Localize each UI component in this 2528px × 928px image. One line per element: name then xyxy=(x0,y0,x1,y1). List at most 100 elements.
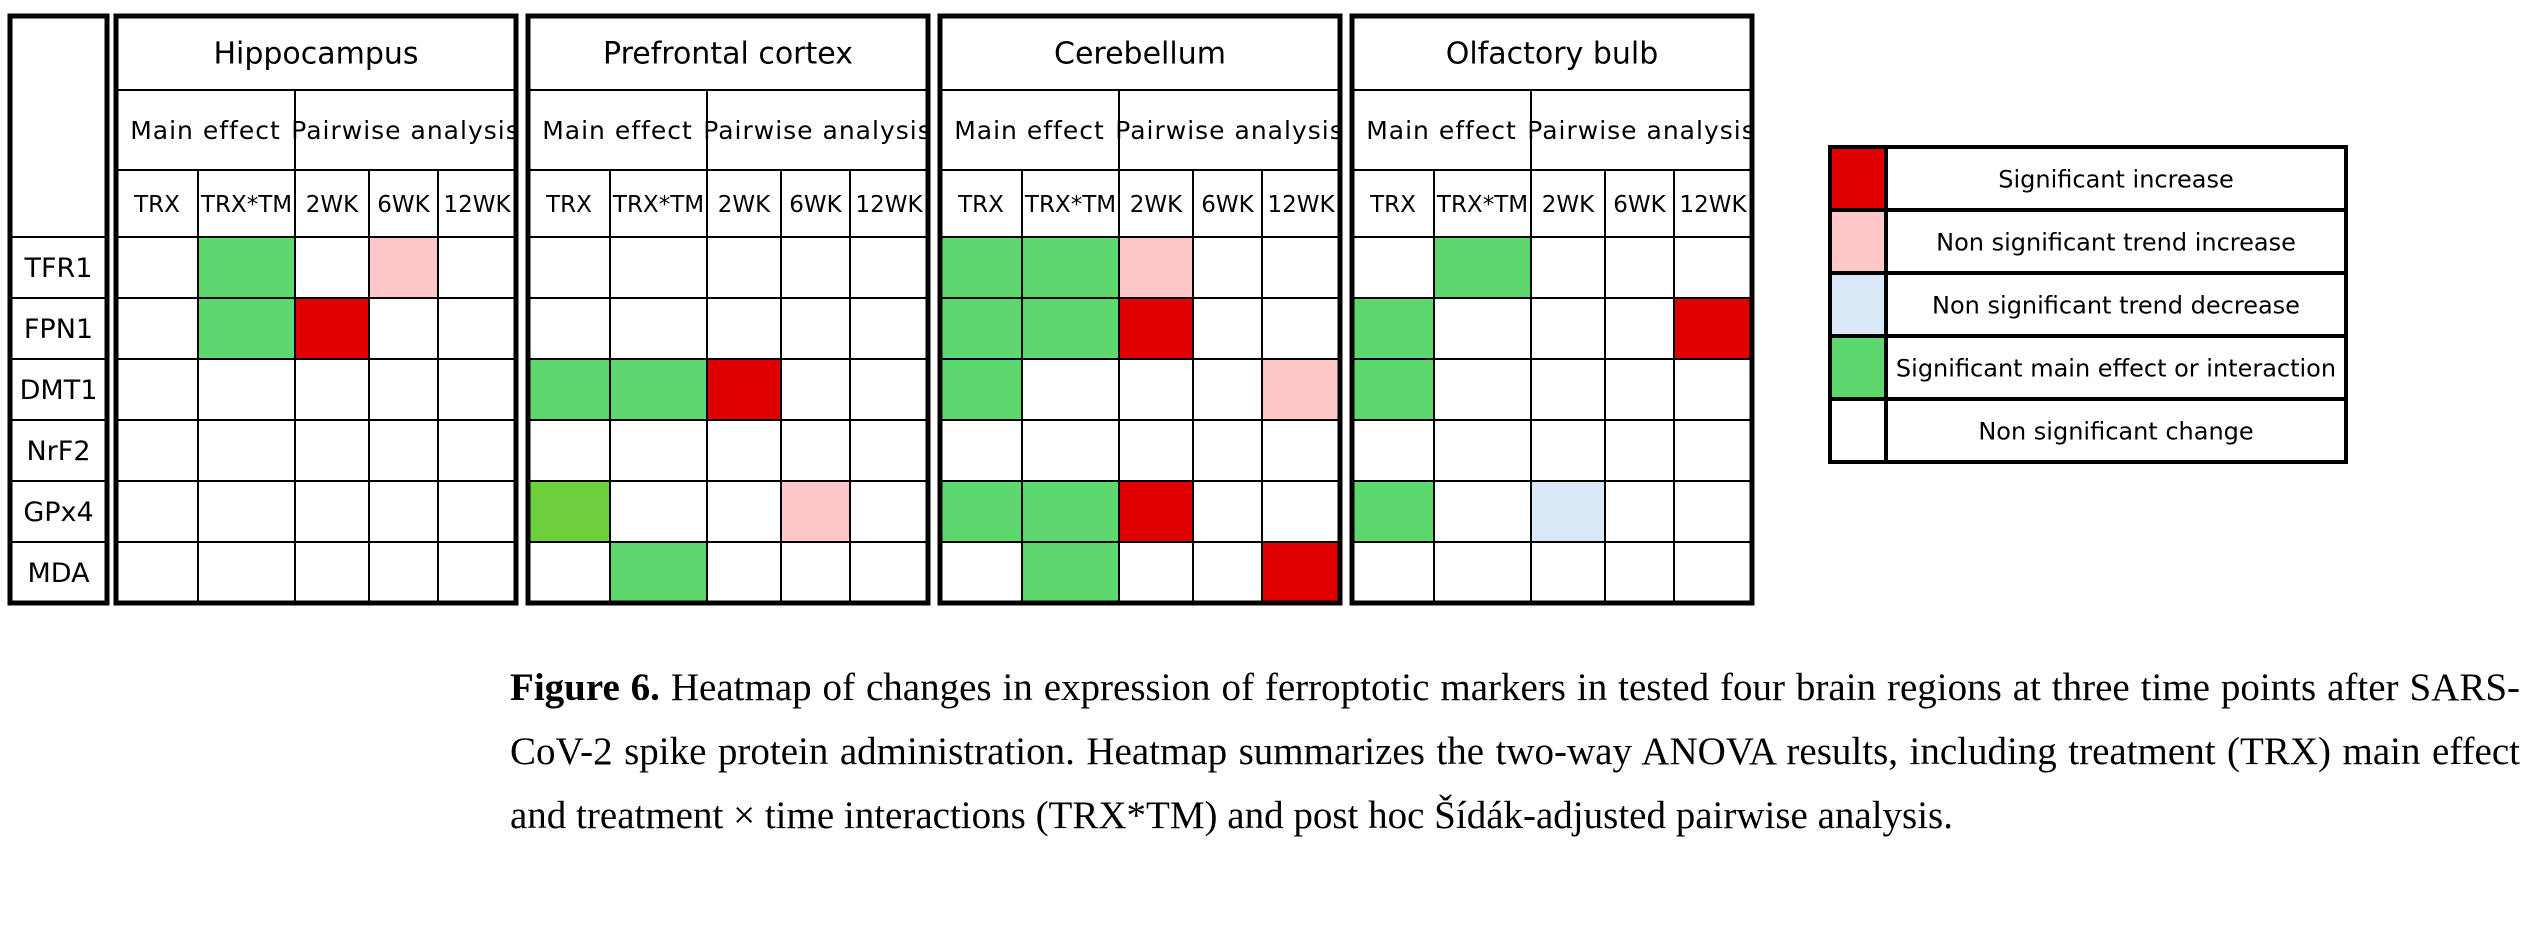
heatmap-cell xyxy=(294,419,370,482)
heatmap-cell xyxy=(368,419,439,482)
legend-swatch xyxy=(1828,208,1888,275)
column-header-cell xyxy=(706,169,782,238)
heatmap-cell xyxy=(115,236,199,299)
heatmap-cell xyxy=(437,480,517,543)
heatmap-cell xyxy=(1261,358,1341,421)
heatmap-cell xyxy=(1261,480,1341,543)
column-header: 6WK xyxy=(1201,192,1254,218)
heatmap-cell xyxy=(1673,358,1753,421)
column-header: 12WK xyxy=(443,192,511,218)
heatmap-cell xyxy=(294,358,370,421)
heatmap-cell xyxy=(1351,297,1435,360)
heatmap-cell xyxy=(1673,541,1753,604)
heatmap-cell xyxy=(780,480,851,543)
heatmap-cell xyxy=(197,480,296,543)
legend-label: Significant main effect or interaction xyxy=(1896,355,2336,383)
heatmap-cell xyxy=(527,541,611,604)
heatmap-figure: TFR1 FPN1 DMT1 NrF2 GPx4 MDA Hippocampus Main e… xyxy=(7,13,2348,606)
heatmap-cell xyxy=(197,541,296,604)
column-header-cell xyxy=(1604,169,1675,238)
heatmap-cell xyxy=(527,297,611,360)
heatmap-cell xyxy=(1118,419,1194,482)
heatmap-cell xyxy=(1261,541,1341,604)
heatmap-cell xyxy=(115,297,199,360)
region-header-cell xyxy=(527,15,929,91)
heatmap-cell xyxy=(780,297,851,360)
column-header: 6WK xyxy=(1613,192,1666,218)
heatmap-cell xyxy=(1673,297,1753,360)
heatmap-cell xyxy=(1192,236,1263,299)
heatmap-cell xyxy=(1021,297,1120,360)
heatmap-cell xyxy=(609,480,708,543)
heatmap-cell xyxy=(1021,358,1120,421)
heatmap-cell xyxy=(197,236,296,299)
legend-label: Non significant trend increase xyxy=(1936,229,2296,257)
group-header: Main effect xyxy=(954,116,1105,145)
column-header: 6WK xyxy=(377,192,430,218)
heatmap-cell xyxy=(1021,236,1120,299)
heatmap-cell xyxy=(849,297,929,360)
heatmap-cell xyxy=(1673,236,1753,299)
heatmap-cell xyxy=(1351,236,1435,299)
heatmap-cell xyxy=(1604,236,1675,299)
heatmap-cell xyxy=(1604,358,1675,421)
heatmap-cell xyxy=(1192,419,1263,482)
caption-label: Figure 6. xyxy=(510,666,660,709)
row-label: MDA xyxy=(27,558,90,589)
heatmap-cell xyxy=(527,358,611,421)
group-header-cell xyxy=(1118,89,1341,171)
heatmap-cell xyxy=(939,358,1023,421)
heatmap-cell xyxy=(1118,541,1194,604)
heatmap-cell xyxy=(1351,358,1435,421)
heatmap-cell xyxy=(1604,297,1675,360)
heatmap-cell xyxy=(1530,419,1606,482)
heatmap-cell xyxy=(706,419,782,482)
heatmap-cell xyxy=(368,480,439,543)
heatmap-cell xyxy=(609,358,708,421)
legend-label: Non significant change xyxy=(1978,418,2253,446)
heatmap-cell xyxy=(368,297,439,360)
heatmap-cell xyxy=(368,541,439,604)
group-header-cell xyxy=(294,89,517,171)
legend-label: Non significant trend decrease xyxy=(1932,292,2300,320)
heatmap-cell xyxy=(1433,419,1532,482)
column-header: 12WK xyxy=(1267,192,1335,218)
column-header: 12WK xyxy=(855,192,923,218)
heatmap-cell xyxy=(1192,480,1263,543)
heatmap-cell xyxy=(706,236,782,299)
column-header-cell xyxy=(294,169,370,238)
group-header: Main effect xyxy=(130,116,281,145)
heatmap-cell xyxy=(1118,297,1194,360)
heatmap-cell xyxy=(609,297,708,360)
column-header: TRX xyxy=(133,192,180,218)
heatmap-cell xyxy=(1530,541,1606,604)
heatmap-cell xyxy=(706,297,782,360)
column-header: TRX xyxy=(957,192,1004,218)
heatmap-cell xyxy=(706,541,782,604)
group-header-cell xyxy=(706,89,929,171)
heatmap-cell xyxy=(1530,480,1606,543)
heatmap-cell xyxy=(1673,480,1753,543)
region-border xyxy=(937,13,1343,606)
legend-label-cell xyxy=(1884,334,2348,401)
column-header: TRX xyxy=(545,192,592,218)
heatmap-cell xyxy=(1604,541,1675,604)
heatmap-cell xyxy=(849,236,929,299)
heatmap-cell xyxy=(1118,358,1194,421)
heatmap-cell xyxy=(1673,419,1753,482)
heatmap-cell xyxy=(706,480,782,543)
heatmap-cell xyxy=(1433,358,1532,421)
region-border xyxy=(113,13,519,606)
legend-swatch xyxy=(1828,145,1888,212)
region-header: Prefrontal cortex xyxy=(603,37,853,72)
group-header-cell xyxy=(1530,89,1753,171)
group-header: Pairwise analysis xyxy=(1115,116,1343,145)
legend-swatch xyxy=(1828,271,1888,338)
heatmap-cell xyxy=(780,541,851,604)
heatmap-cell xyxy=(527,236,611,299)
group-header: Main effect xyxy=(1366,116,1517,145)
heatmap-cell xyxy=(1433,236,1532,299)
heatmap-cell xyxy=(780,236,851,299)
heatmap-cell xyxy=(115,541,199,604)
heatmap-cell xyxy=(609,419,708,482)
